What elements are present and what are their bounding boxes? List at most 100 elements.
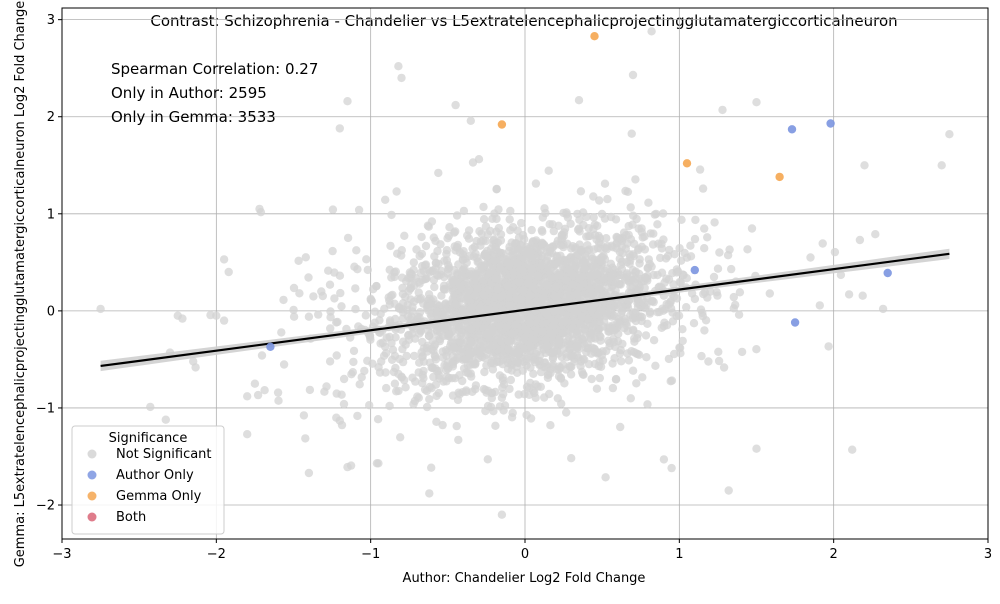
point-not-significant [480, 341, 489, 350]
point-not-significant [536, 367, 546, 377]
point-not-significant [410, 351, 419, 361]
point-not-significant [355, 380, 364, 389]
point-not-significant [844, 290, 854, 299]
point-not-significant [649, 336, 659, 345]
point-not-significant [391, 314, 400, 324]
point-not-significant [422, 303, 432, 313]
point-not-significant [415, 358, 424, 367]
point-not-significant [601, 473, 610, 482]
point-not-significant [479, 202, 488, 212]
point-not-significant [289, 283, 299, 293]
point-not-significant [525, 318, 535, 328]
point-not-significant [594, 309, 603, 319]
point-not-significant [544, 166, 553, 175]
point-not-significant [551, 282, 560, 292]
point-not-significant [503, 258, 512, 267]
point-not-significant [422, 274, 431, 283]
point-not-significant [743, 245, 752, 254]
point-not-significant [337, 302, 346, 311]
y-tick-label: −2 [36, 499, 55, 514]
point-not-significant [458, 338, 467, 347]
point-not-significant [429, 342, 439, 351]
point-not-significant [305, 385, 315, 395]
point-not-significant [471, 360, 480, 369]
point-not-significant [497, 510, 507, 519]
significant-points [266, 32, 892, 351]
point-not-significant [719, 363, 729, 372]
y-tick-label: 3 [47, 13, 55, 28]
point-not-significant [325, 280, 335, 289]
point-not-significant [505, 293, 514, 302]
point-not-significant [409, 399, 418, 409]
point-not-significant [600, 179, 610, 188]
legend: Significance Not Significant Author Only G… [71, 425, 225, 535]
point-not-significant [562, 293, 572, 302]
point-not-significant [540, 358, 550, 367]
point-not-significant [349, 357, 358, 367]
point-not-significant [545, 220, 554, 229]
point-not-significant [595, 284, 604, 293]
point-not-significant [387, 355, 397, 364]
point-not-significant [224, 267, 233, 277]
point-not-significant [430, 282, 439, 292]
point-not-significant [611, 374, 621, 384]
point-not-significant [538, 239, 547, 248]
point-not-significant [474, 331, 484, 340]
point-not-significant [335, 416, 344, 425]
point-not-significant [483, 401, 493, 411]
point-not-significant [547, 273, 556, 282]
point-not-significant [352, 246, 361, 255]
point-not-significant [328, 205, 338, 214]
point-not-significant [517, 218, 526, 228]
point-author-only [826, 119, 835, 128]
point-not-significant [697, 351, 706, 361]
point-not-significant [569, 256, 579, 265]
point-not-significant [595, 331, 604, 340]
point-not-significant [343, 462, 352, 472]
point-gemma-only [497, 120, 507, 129]
point-not-significant [490, 256, 499, 265]
point-not-significant [354, 205, 364, 215]
point-not-significant [477, 229, 486, 238]
point-not-significant [507, 329, 516, 339]
point-not-significant [301, 253, 310, 262]
point-not-significant [250, 379, 260, 388]
point-not-significant [647, 296, 656, 306]
point-not-significant [304, 468, 314, 478]
point-not-significant [332, 318, 341, 327]
fit-line [100, 252, 950, 368]
point-not-significant [537, 261, 547, 270]
point-not-significant [385, 401, 394, 411]
point-not-significant [161, 415, 170, 424]
point-not-significant [443, 234, 452, 243]
point-not-significant [653, 220, 662, 229]
point-not-significant [815, 301, 824, 310]
point-not-significant [456, 293, 466, 303]
point-not-significant [505, 300, 514, 310]
point-not-significant [489, 326, 498, 335]
point-not-significant [382, 383, 391, 393]
point-not-significant [710, 218, 719, 227]
point-not-significant [343, 97, 352, 106]
point-not-significant [669, 292, 679, 301]
point-not-significant [559, 231, 568, 241]
point-not-significant [531, 349, 541, 359]
point-not-significant [855, 235, 865, 245]
point-not-significant [454, 260, 463, 269]
point-not-significant [448, 352, 458, 361]
point-not-significant [409, 297, 419, 306]
point-not-significant [737, 347, 747, 357]
point-not-significant [549, 306, 559, 315]
point-not-significant [457, 328, 466, 338]
point-not-significant [616, 422, 625, 432]
point-not-significant [289, 305, 298, 315]
point-not-significant [526, 248, 535, 257]
point-not-significant [695, 165, 705, 174]
point-not-significant [339, 399, 349, 409]
point-not-significant [480, 260, 489, 270]
point-not-significant [461, 254, 470, 263]
point-not-significant [427, 463, 436, 472]
x-tick-label: 1 [675, 547, 683, 562]
point-not-significant [440, 304, 449, 314]
point-not-significant [471, 381, 481, 390]
